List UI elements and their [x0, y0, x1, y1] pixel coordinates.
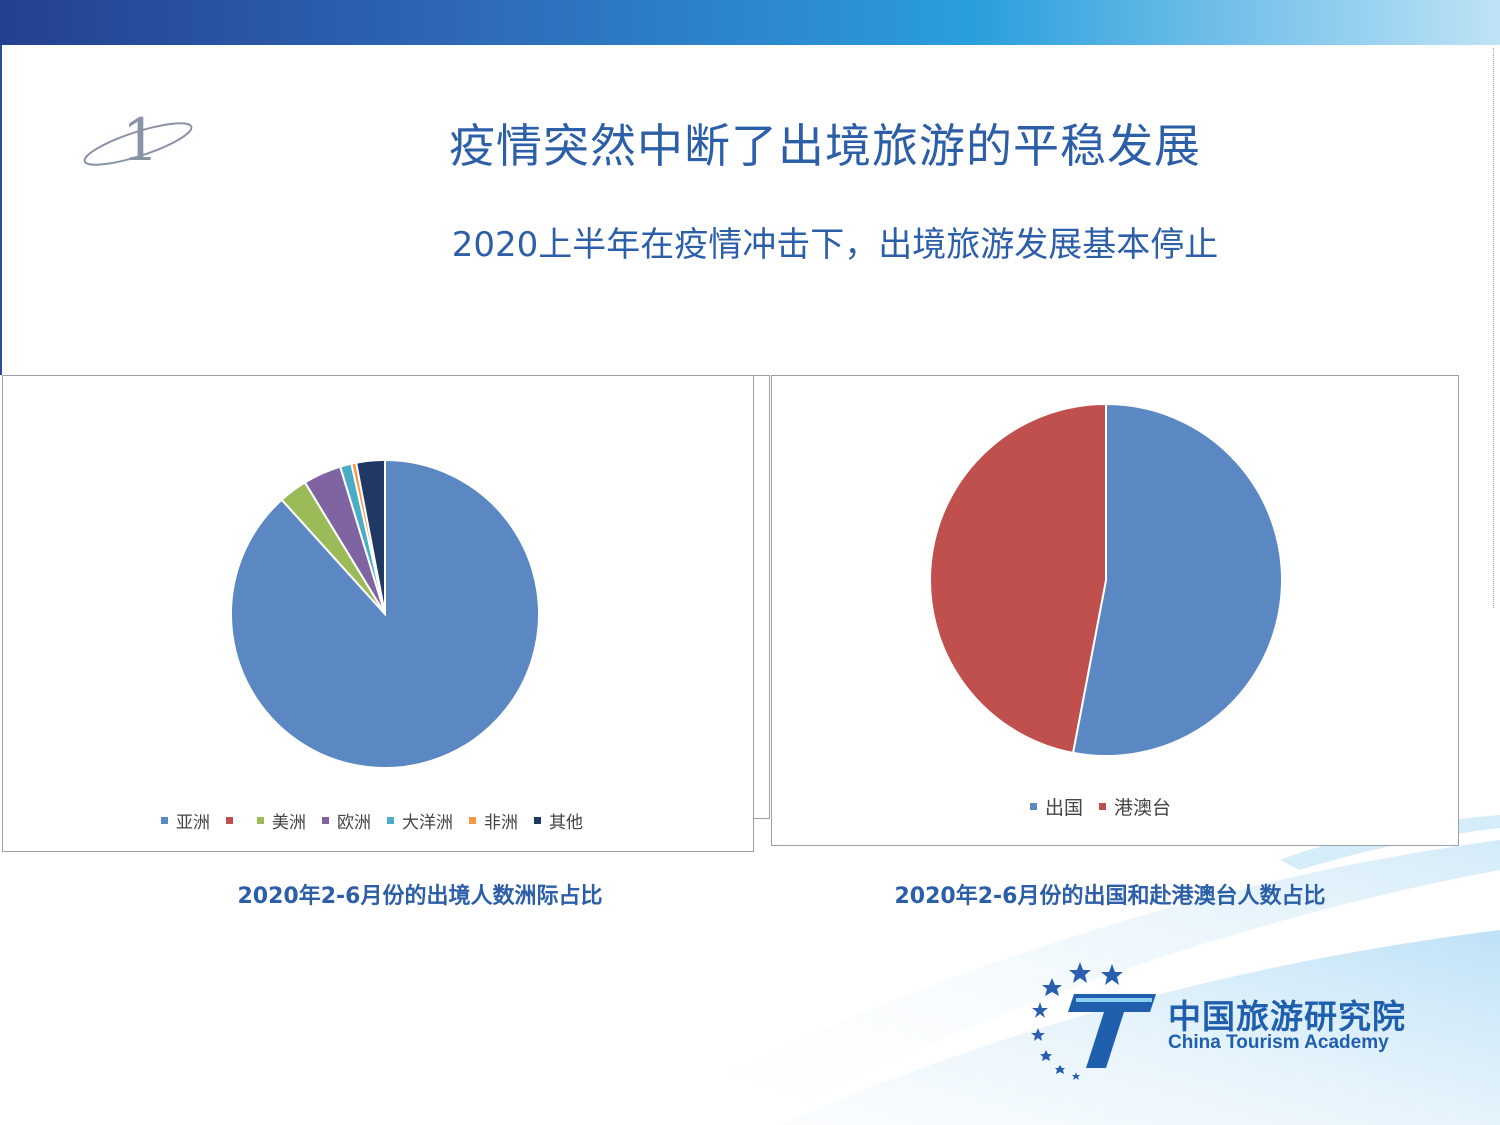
legend-swatch: [387, 817, 394, 824]
legend-item-0-4: 大洋洲: [387, 808, 453, 833]
legend-label: 其他: [549, 813, 583, 833]
legend-label: 美洲: [272, 813, 306, 833]
legend-swatch: [1030, 803, 1037, 810]
legend-label: 非洲: [484, 813, 518, 833]
pie-slice-0-6: [354, 458, 386, 615]
legend-swatch: [469, 817, 476, 824]
continent-share-panel: 亚洲 美洲 欧洲 大洋洲 非洲 其他: [2, 375, 754, 852]
legend-swatch: [1099, 803, 1107, 810]
legend-label: 欧洲: [337, 813, 371, 833]
destination-share-panel: 出国 港澳台: [771, 375, 1459, 846]
right-chart-caption: 2020年2-6月份的出国和赴港澳台人数占比: [894, 884, 1326, 909]
legend-swatch: [226, 817, 233, 824]
pie-slice-1-0: [1071, 402, 1283, 757]
logo-name-en: China Tourism Academy: [1168, 1032, 1389, 1053]
top-header-band: [0, 0, 1500, 45]
legend-label: 港澳台: [1114, 797, 1172, 819]
legend-label: 出国: [1045, 797, 1084, 819]
page-subtitle: 2020上半年在疫情冲击下，出境旅游发展基本停止: [451, 225, 1219, 265]
continent-share-pie: [230, 458, 540, 769]
left-accent-rule: [0, 45, 2, 375]
legend-item-1-1: 港澳台: [1099, 793, 1171, 820]
legend-swatch: [257, 817, 264, 824]
slide-number: 1: [122, 106, 159, 174]
legend-label: 大洋洲: [402, 813, 453, 833]
slide-number-badge: 1: [78, 108, 198, 178]
legend-item-0-5: 非洲: [469, 808, 518, 833]
pie-slice-1-1: [929, 402, 1107, 755]
legend-swatch: [534, 817, 541, 824]
page-title: 疫情突然中断了出境旅游的平稳发展: [449, 119, 1201, 173]
legend-item-0-6: 其他: [534, 808, 583, 833]
right-dotted-rule: [1493, 48, 1494, 608]
logo-name-cn: 中国旅游研究院: [1168, 997, 1406, 1036]
star-t-emblem-icon: [1031, 962, 1156, 1080]
legend-item-1-0: 出国: [1030, 793, 1083, 820]
academy-logo: 中国旅游研究院 China Tourism Academy: [1028, 960, 1448, 1085]
legend-item-0-1: [226, 817, 241, 824]
destination-share-pie: [929, 402, 1283, 757]
legend-label: 亚洲: [176, 813, 210, 833]
orbit-ring-icon: [83, 122, 193, 166]
legend-item-0-0: 亚洲: [161, 808, 210, 833]
legend-item-0-2: 美洲: [257, 808, 306, 833]
left-panel-backing: [752, 375, 770, 819]
legend-item-0-3: 欧洲: [322, 808, 371, 833]
legend-swatch: [161, 817, 168, 824]
destination-legend: 出国 港澳台: [1030, 793, 1187, 820]
legend-swatch: [322, 817, 329, 824]
left-chart-caption: 2020年2-6月份的出境人数洲际占比: [237, 884, 603, 909]
continent-legend: 亚洲 美洲 欧洲 大洋洲 非洲 其他: [161, 808, 599, 833]
